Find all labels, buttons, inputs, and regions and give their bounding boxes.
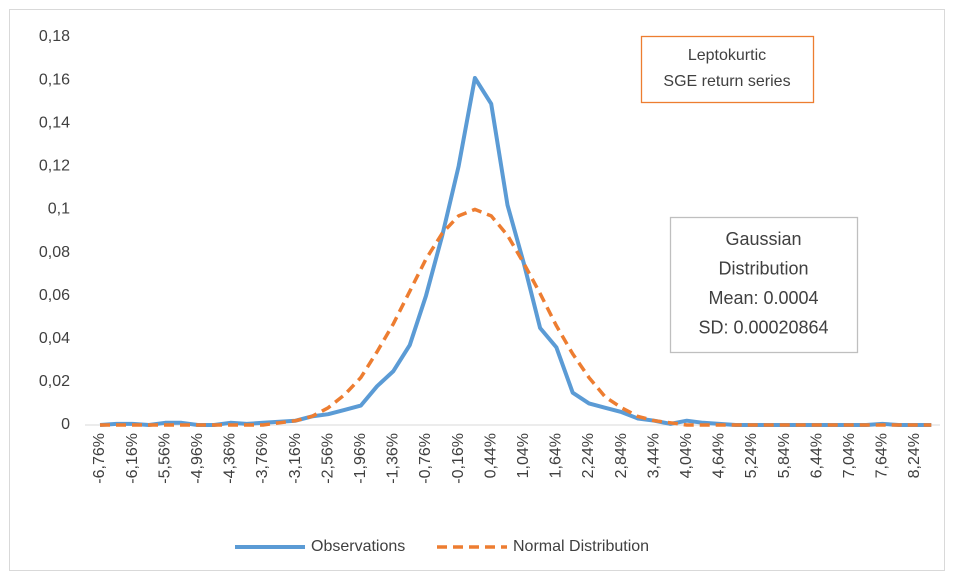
y-tick-label: 0,08 xyxy=(39,244,70,261)
x-tick-label: 3,44% xyxy=(645,433,662,478)
annotation-box xyxy=(669,216,859,354)
x-tick-label: 7,04% xyxy=(841,433,858,478)
y-tick-label: 0,04 xyxy=(39,330,70,347)
y-tick-label: 0,1 xyxy=(48,201,70,218)
y-tick-label: 0,12 xyxy=(39,158,70,175)
y-tick-label: 0,02 xyxy=(39,373,70,390)
annotation-text: Mean: 0.0004 xyxy=(708,288,818,308)
y-tick-label: 0 xyxy=(61,416,70,433)
y-tick-label: 0,18 xyxy=(39,28,70,45)
x-tick-label: -5,56% xyxy=(156,433,173,484)
x-tick-label: -2,56% xyxy=(319,433,336,484)
x-tick-label: 5,24% xyxy=(743,433,760,478)
x-tick-label: 8,24% xyxy=(906,433,923,478)
annotation-text: SD: 0.00020864 xyxy=(698,318,828,338)
x-tick-label: -3,76% xyxy=(254,433,271,484)
x-tick-label: 1,04% xyxy=(515,433,532,478)
annotation-text: SGE return series xyxy=(663,73,790,90)
annotation-text: Distribution xyxy=(718,259,808,279)
x-tick-label: -0,16% xyxy=(450,433,467,484)
x-tick-label: -0,76% xyxy=(417,433,434,484)
x-tick-label: 4,04% xyxy=(678,433,695,478)
x-tick-label: 5,84% xyxy=(776,433,793,478)
x-tick-label: -6,16% xyxy=(124,433,141,484)
x-tick-label: 6,44% xyxy=(808,433,825,478)
x-tick-label: -4,96% xyxy=(189,433,206,484)
y-tick-label: 0,06 xyxy=(39,287,70,304)
x-tick-label: 2,24% xyxy=(580,433,597,478)
x-tick-label: 2,84% xyxy=(613,433,630,478)
x-tick-label: 0,44% xyxy=(482,433,499,478)
annotation-text: Gaussian xyxy=(725,229,801,249)
annotation-box xyxy=(640,35,815,104)
x-tick-label: 4,64% xyxy=(711,433,728,478)
legend-label: Observations xyxy=(311,538,405,555)
series-line xyxy=(99,76,932,427)
x-tick-label: -1,96% xyxy=(352,433,369,484)
x-tick-label: 1,64% xyxy=(548,433,565,478)
annotation-text: Leptokurtic xyxy=(688,47,766,64)
x-tick-label: -1,36% xyxy=(385,433,402,484)
y-tick-label: 0,14 xyxy=(39,114,70,131)
y-tick-label: 0,16 xyxy=(39,71,70,88)
legend-label: Normal Distribution xyxy=(513,538,649,555)
x-tick-label: -3,16% xyxy=(287,433,304,484)
x-tick-label: 7,64% xyxy=(874,433,891,478)
x-tick-label: -6,76% xyxy=(91,433,108,484)
x-tick-label: -4,36% xyxy=(222,433,239,484)
